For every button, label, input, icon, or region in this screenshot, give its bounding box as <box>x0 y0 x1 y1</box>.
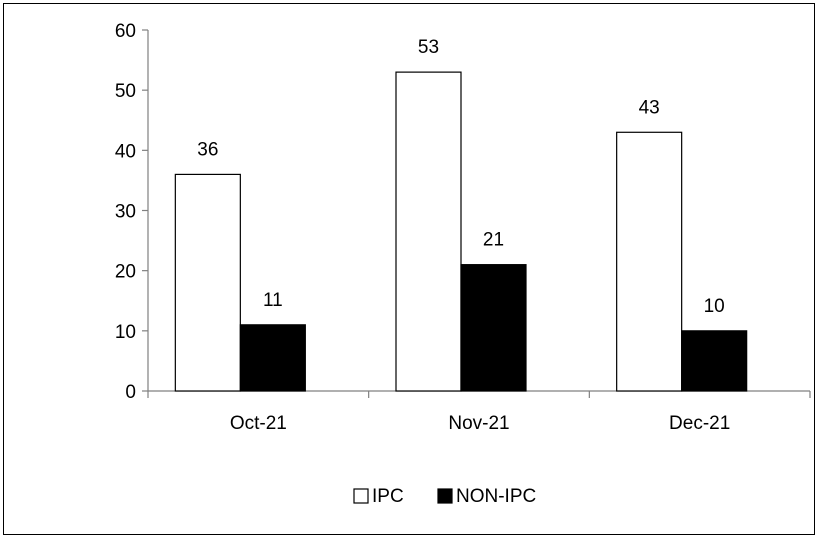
y-tick-label: 20 <box>115 262 136 283</box>
x-category-label: Oct-21 <box>230 413 287 434</box>
bar-ipc-dec-21 <box>616 131 683 392</box>
bar-non-ipc-dec-21 <box>681 330 748 392</box>
data-label-ipc-nov-21: 53 <box>418 37 439 58</box>
y-tick-label: 50 <box>115 81 136 102</box>
data-label-ipc-oct-21: 36 <box>197 139 218 160</box>
data-label-non-ipc-nov-21: 21 <box>483 230 504 251</box>
legend-label-non-ipc: NON-IPC <box>456 486 536 507</box>
legend-label-ipc: IPC <box>372 486 404 507</box>
y-tick-label: 10 <box>115 322 136 343</box>
x-category-label: Dec-21 <box>669 413 730 434</box>
legend-swatch-non-ipc <box>437 488 453 504</box>
data-label-non-ipc-dec-21: 10 <box>704 296 725 317</box>
data-label-ipc-dec-21: 43 <box>639 97 660 118</box>
data-label-non-ipc-oct-21: 11 <box>263 290 283 311</box>
y-tick-label: 30 <box>115 202 136 223</box>
bar-ipc-nov-21 <box>395 71 462 392</box>
y-tick-label: 40 <box>115 141 136 162</box>
bar-ipc-oct-21 <box>174 173 241 392</box>
y-tick-label: 60 <box>115 21 136 42</box>
bar-non-ipc-nov-21 <box>460 264 527 392</box>
x-category-label: Nov-21 <box>448 413 509 434</box>
bar-non-ipc-oct-21 <box>239 324 306 392</box>
legend-swatch-ipc <box>353 488 369 504</box>
y-tick-label: 0 <box>125 382 136 403</box>
